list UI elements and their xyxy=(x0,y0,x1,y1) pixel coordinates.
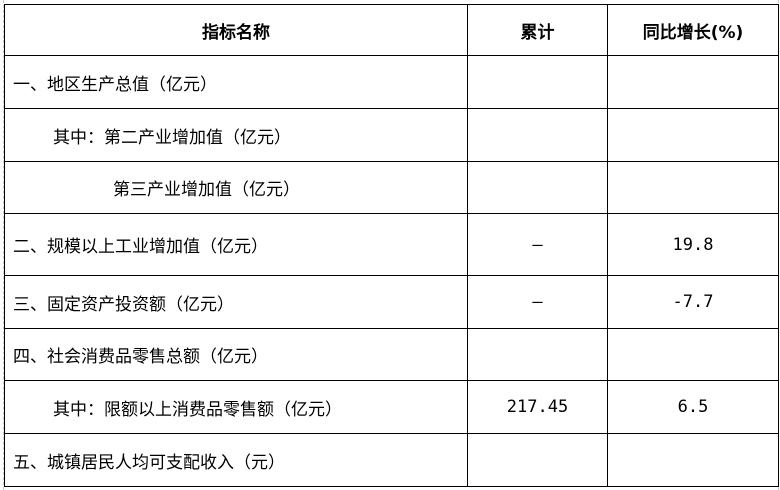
row-yoy: 19.8 xyxy=(607,213,779,276)
row-yoy xyxy=(607,433,779,487)
row-yoy xyxy=(607,328,779,381)
table-row: 三、固定资产投资额（亿元） — -7.7 xyxy=(4,275,779,329)
table-row: 四、社会消费品零售总额（亿元） xyxy=(4,328,779,381)
table-row: 其中：第二产业增加值（亿元） xyxy=(4,108,779,162)
row-name: 三、固定资产投资额（亿元） xyxy=(4,275,468,329)
row-name: 其中：限额以上消费品零售额（亿元） xyxy=(4,380,468,434)
row-cumulative xyxy=(467,108,608,162)
row-yoy xyxy=(607,161,779,214)
header-cumulative: 累计 xyxy=(467,4,608,56)
row-cumulative: — xyxy=(467,213,608,276)
row-name: 五、城镇居民人均可支配收入（元） xyxy=(4,433,468,487)
header-yoy-growth: 同比增长(%) xyxy=(607,4,779,56)
row-name: 一、地区生产总值（亿元） xyxy=(4,55,468,109)
row-yoy: -7.7 xyxy=(607,275,779,329)
table-row: 二、规模以上工业增加值（亿元） — 19.8 xyxy=(4,213,779,276)
table-row: 第三产业增加值（亿元） xyxy=(4,161,779,214)
row-yoy xyxy=(607,108,779,162)
table-header-row: 指标名称 累计 同比增长(%) xyxy=(4,4,779,56)
page-margin-guide-left xyxy=(3,0,4,490)
page-margin-guide-right xyxy=(778,0,779,490)
row-name: 四、社会消费品零售总额（亿元） xyxy=(4,328,468,381)
row-cumulative xyxy=(467,433,608,487)
row-yoy: 6.5 xyxy=(607,380,779,434)
header-indicator-name: 指标名称 xyxy=(4,4,468,56)
row-cumulative: — xyxy=(467,275,608,329)
row-yoy xyxy=(607,55,779,109)
row-cumulative: 217.45 xyxy=(467,380,608,434)
row-name: 其中：第二产业增加值（亿元） xyxy=(4,108,468,162)
row-name: 二、规模以上工业增加值（亿元） xyxy=(4,213,468,276)
row-cumulative xyxy=(467,328,608,381)
row-cumulative xyxy=(467,55,608,109)
statistics-table: 指标名称 累计 同比增长(%) 一、地区生产总值（亿元） 其中：第二产业增加值（… xyxy=(4,4,779,487)
table-row: 五、城镇居民人均可支配收入（元） xyxy=(4,433,779,487)
table-row: 一、地区生产总值（亿元） xyxy=(4,55,779,109)
table-row: 其中：限额以上消费品零售额（亿元） 217.45 6.5 xyxy=(4,380,779,434)
row-cumulative xyxy=(467,161,608,214)
row-name: 第三产业增加值（亿元） xyxy=(4,161,468,214)
